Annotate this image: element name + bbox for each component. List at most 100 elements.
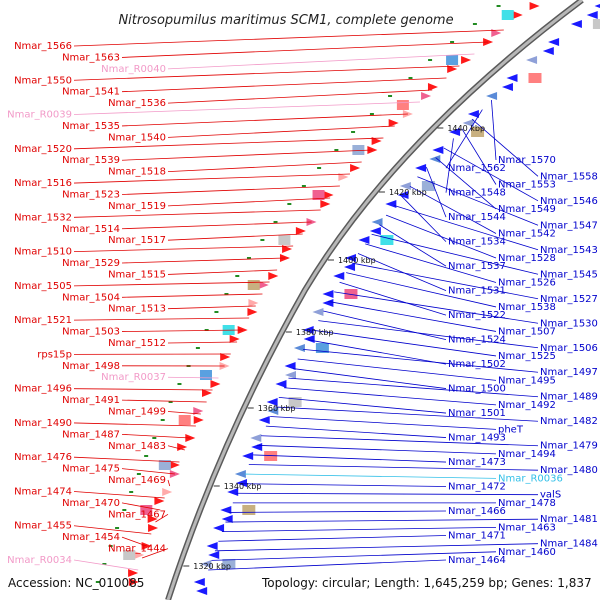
right-label-leader bbox=[323, 310, 447, 340]
right-label-leader bbox=[435, 157, 497, 210]
forward-cds-arrow bbox=[350, 164, 361, 172]
left-label-leader bbox=[121, 185, 340, 195]
reverse-cds-arrow bbox=[208, 551, 220, 559]
right-gene-label: Nmar_1472 bbox=[448, 482, 506, 493]
left-gene-label: Nmar_1483 bbox=[108, 441, 166, 452]
reverse-cds-arrow bbox=[242, 452, 254, 460]
reverse-cds-arrow bbox=[467, 110, 479, 118]
right-gene-label: Nmar_R0036 bbox=[498, 473, 563, 484]
right-gene-label: Nmar_1464 bbox=[448, 555, 506, 566]
left-label-leader bbox=[167, 53, 475, 70]
right-gene-label: Nmar_1463 bbox=[498, 522, 556, 533]
right-gene-label: Nmar_1466 bbox=[448, 506, 506, 517]
reverse-cds-arrow bbox=[586, 11, 598, 19]
right-gene-label: Nmar_1546 bbox=[540, 196, 598, 207]
left-gene-label: Nmar_1496 bbox=[14, 384, 72, 395]
cog-category-box bbox=[288, 397, 302, 407]
left-gene-label: Nmar_1455 bbox=[14, 521, 72, 532]
cog-category-box bbox=[446, 55, 459, 65]
reverse-cds-arrow bbox=[358, 236, 370, 244]
kbp-tick-label: 1380 kbp bbox=[296, 328, 334, 337]
cog-category-box bbox=[501, 10, 514, 20]
reverse-cds-arrow bbox=[302, 326, 314, 334]
right-gene-label: Nmar_1537 bbox=[448, 261, 506, 272]
right-gene-label: Nmar_1493 bbox=[448, 433, 506, 444]
reverse-cds-arrow bbox=[322, 299, 334, 307]
reverse-cds-arrow bbox=[486, 92, 498, 100]
right-gene-label: Nmar_1544 bbox=[448, 212, 506, 223]
left-gene-label: Nmar_1513 bbox=[108, 304, 166, 315]
left-label-leader bbox=[121, 293, 263, 298]
gene-label-layer: Nmar_1566Nmar_1563Nmar_R0040Nmar_1550Nma… bbox=[7, 41, 598, 566]
forward-cds-arrow bbox=[268, 272, 279, 280]
reverse-cds-arrow bbox=[303, 335, 315, 343]
left-gene-label: Nmar_1566 bbox=[14, 41, 72, 52]
forward-cds-arrow bbox=[247, 308, 258, 316]
right-gene-label: Nmar_1484 bbox=[540, 539, 598, 550]
right-gene-label: Nmar_1545 bbox=[540, 269, 598, 280]
reverse-cds-arrow bbox=[193, 578, 205, 586]
left-label-leader bbox=[73, 65, 460, 81]
reverse-cds-arrow bbox=[385, 200, 397, 208]
left-label-leader bbox=[73, 29, 504, 47]
cog-category-box bbox=[421, 181, 435, 191]
cog-category-box bbox=[312, 190, 325, 200]
left-gene-label: Nmar_1516 bbox=[14, 178, 72, 189]
left-label-leader bbox=[73, 101, 420, 115]
left-gene-label: Nmar_1475 bbox=[62, 464, 120, 475]
cog-category-box bbox=[178, 415, 191, 425]
right-label-leader bbox=[221, 526, 497, 533]
left-label-leader bbox=[121, 257, 285, 264]
right-gene-label: Nmar_1534 bbox=[448, 237, 506, 248]
left-label-leader bbox=[73, 281, 270, 287]
genome-summary-text: Topology: circular; Length: 1,645,259 bp… bbox=[261, 576, 592, 590]
forward-cds-arrow bbox=[193, 407, 204, 415]
forward-cds-arrow bbox=[529, 2, 540, 10]
right-label-leader bbox=[270, 416, 497, 430]
reverse-cds-arrow bbox=[275, 380, 287, 388]
left-label-leader bbox=[141, 548, 169, 559]
right-gene-label: Nmar_1482 bbox=[540, 416, 598, 427]
right-gene-label: Nmar_1522 bbox=[448, 310, 506, 321]
left-label-leader bbox=[155, 513, 169, 523]
right-gene-label: Nmar_1543 bbox=[540, 245, 598, 256]
right-label-leader bbox=[461, 128, 497, 185]
left-gene-label: Nmar_1563 bbox=[62, 52, 120, 63]
right-label-leader bbox=[491, 99, 497, 161]
cog-category-box bbox=[352, 145, 365, 155]
reverse-cds-arrow bbox=[415, 164, 427, 172]
reverse-cds-arrow bbox=[196, 587, 208, 595]
forward-cds-arrow bbox=[512, 11, 523, 19]
reverse-cds-arrow bbox=[570, 20, 582, 28]
left-gene-label: Nmar_1498 bbox=[62, 361, 120, 372]
left-gene-label: Nmar_1476 bbox=[14, 452, 72, 463]
left-label-leader bbox=[121, 536, 147, 547]
reverse-cds-arrow bbox=[371, 218, 383, 226]
right-label-leader bbox=[339, 281, 447, 316]
right-label-leader bbox=[417, 176, 539, 226]
left-gene-label: Nmar_R0039 bbox=[7, 110, 72, 121]
right-gene-label: Nmar_1480 bbox=[540, 465, 598, 476]
right-label-leader bbox=[371, 233, 539, 275]
left-gene-label: Nmar_1470 bbox=[62, 498, 120, 509]
left-gene-label: Nmar_1535 bbox=[62, 121, 120, 132]
right-label-leader bbox=[208, 559, 447, 571]
left-gene-label: Nmar_1521 bbox=[14, 315, 72, 326]
left-gene-label: Nmar_1518 bbox=[108, 167, 166, 178]
left-gene-label: Nmar_1504 bbox=[62, 292, 120, 303]
right-label-leader bbox=[365, 243, 497, 283]
right-label-leader bbox=[351, 262, 539, 300]
cog-category-box bbox=[140, 505, 153, 515]
forward-cds-arrow bbox=[154, 497, 165, 505]
left-label-leader bbox=[73, 173, 350, 184]
left-gene-label: Nmar_1517 bbox=[108, 235, 166, 246]
right-label-leader bbox=[328, 301, 497, 332]
cog-category-box bbox=[592, 19, 600, 29]
left-label-leader bbox=[121, 399, 207, 403]
forward-cds-arrow bbox=[427, 83, 438, 91]
right-label-leader bbox=[297, 358, 497, 381]
reverse-cds-arrow bbox=[284, 371, 296, 379]
right-gene-label: Nmar_1531 bbox=[448, 286, 506, 297]
reverse-cds-arrow bbox=[501, 83, 513, 91]
left-label-leader bbox=[73, 525, 152, 535]
